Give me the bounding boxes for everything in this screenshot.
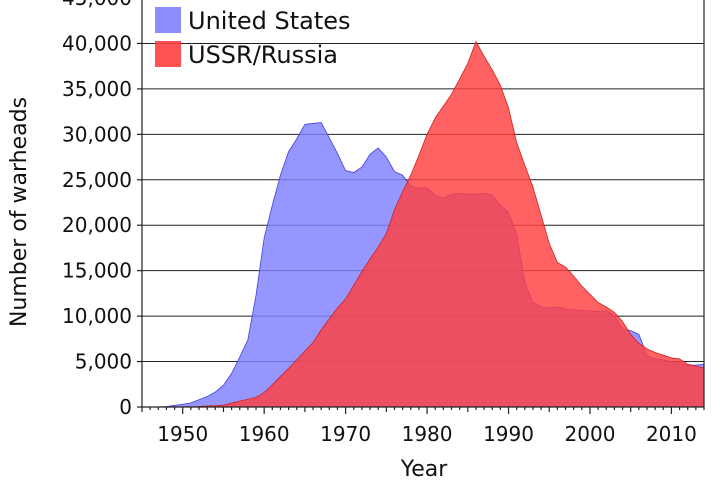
y-tick-label: 40,000 xyxy=(62,31,132,55)
y-tick-label: 30,000 xyxy=(62,122,132,146)
legend-swatch-ussr-russia xyxy=(155,41,181,67)
y-tick-label: 20,000 xyxy=(62,213,132,237)
legend-label-united-states: United States xyxy=(188,7,351,35)
legend: United States USSR/Russia xyxy=(155,7,351,69)
x-tick-label: 1980 xyxy=(402,422,453,446)
x-tick-label: 1960 xyxy=(239,422,290,446)
x-tick-label: 2010 xyxy=(646,422,697,446)
y-tick-label: 15,000 xyxy=(62,259,132,283)
y-axis-label: Number of warheads xyxy=(7,97,32,327)
x-tick-label: 1950 xyxy=(157,422,208,446)
legend-swatch-united-states xyxy=(155,7,181,33)
axes xyxy=(141,0,705,408)
y-tick-label: 45,000 xyxy=(62,0,132,10)
x-tick-labels: 1950 1960 1970 1980 1990 2000 2010 xyxy=(141,407,705,446)
x-tick-label: 1990 xyxy=(483,422,534,446)
x-tick-label: 2000 xyxy=(565,422,616,446)
series-area-ussr-russia xyxy=(142,40,705,408)
y-tick-labels: 0 5,000 10,000 15,000 20,000 25,000 30,000 35,0… xyxy=(62,0,142,419)
series-areas xyxy=(141,40,705,408)
y-tick-label: 0 xyxy=(119,395,132,419)
y-tick-label: 5,000 xyxy=(75,350,132,374)
y-tick-label: 35,000 xyxy=(62,77,132,101)
y-tick-label: 10,000 xyxy=(62,304,132,328)
y-tick-label: 25,000 xyxy=(62,168,132,192)
legend-label-ussr-russia: USSR/Russia xyxy=(188,41,338,69)
x-axis-label: Year xyxy=(400,457,449,480)
x-tick-label: 1970 xyxy=(320,422,371,446)
